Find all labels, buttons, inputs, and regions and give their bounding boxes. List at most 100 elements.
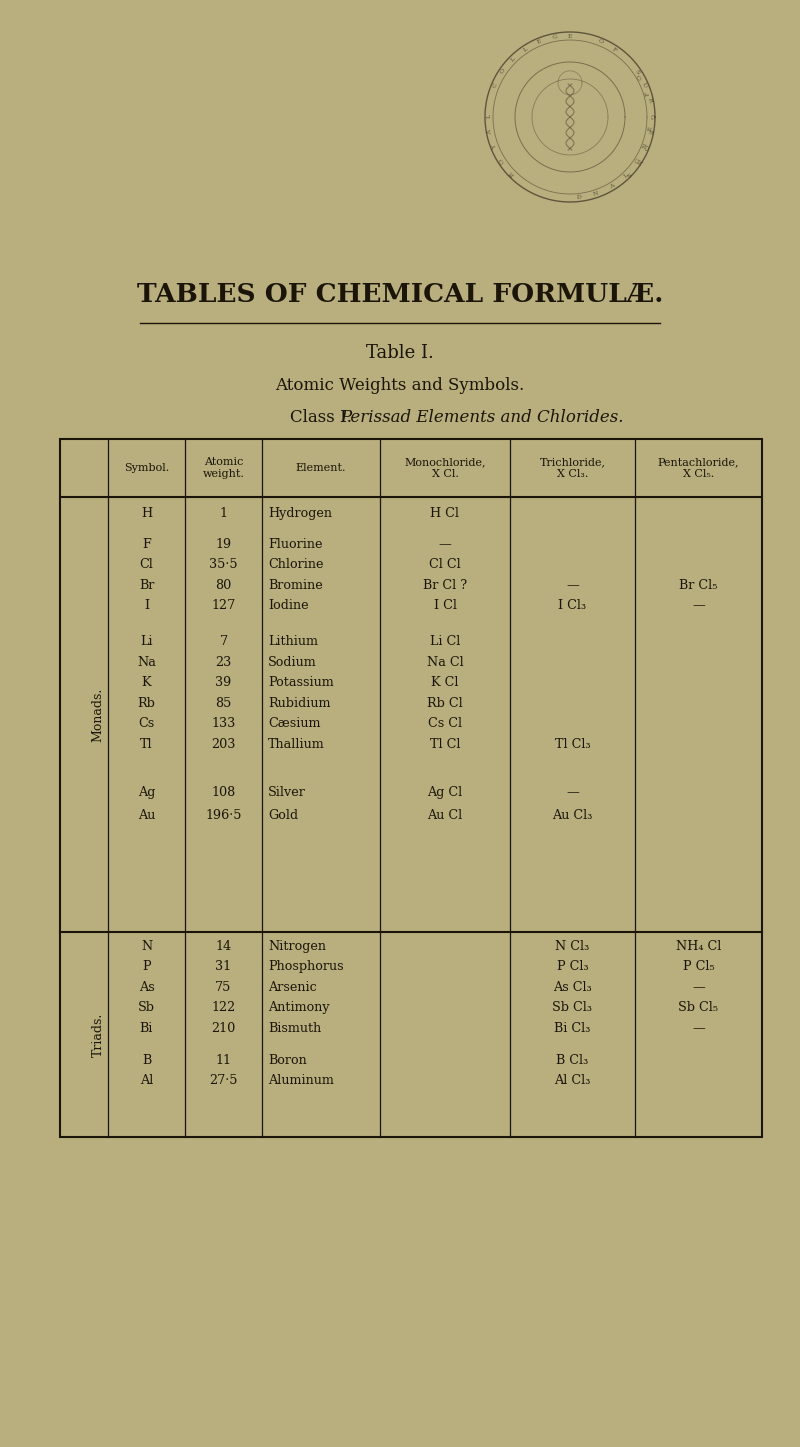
Text: Rb Cl: Rb Cl — [427, 696, 463, 709]
Text: S: S — [634, 68, 640, 75]
Text: Thallium: Thallium — [268, 738, 325, 751]
Text: C: C — [492, 82, 498, 88]
Text: 11: 11 — [215, 1053, 231, 1066]
Text: B: B — [142, 1053, 151, 1066]
Text: Monads.: Monads. — [91, 687, 105, 742]
Text: Fluorine: Fluorine — [268, 538, 322, 551]
Text: Atomic Weights and Symbols.: Atomic Weights and Symbols. — [275, 376, 525, 394]
Text: 19: 19 — [215, 538, 231, 551]
Text: L: L — [522, 46, 529, 52]
Text: Table I.: Table I. — [366, 344, 434, 362]
Bar — [60, 438, 762, 1137]
Text: Li: Li — [140, 635, 153, 648]
Text: O: O — [598, 39, 604, 45]
Text: Au Cl: Au Cl — [427, 809, 462, 822]
Text: R: R — [508, 169, 515, 177]
Text: Bromine: Bromine — [268, 579, 322, 592]
Text: R: R — [646, 97, 652, 103]
Text: H Cl: H Cl — [430, 506, 459, 519]
Text: A: A — [609, 182, 615, 190]
Text: I Cl: I Cl — [434, 599, 457, 612]
Text: Element.: Element. — [296, 463, 346, 473]
Text: TABLES OF CHEMICAL FORMULÆ.: TABLES OF CHEMICAL FORMULÆ. — [137, 282, 663, 308]
Text: Arsenic: Arsenic — [268, 981, 317, 994]
Text: Na: Na — [137, 655, 156, 669]
Text: Bismuth: Bismuth — [268, 1022, 322, 1035]
Text: N: N — [593, 191, 599, 197]
Text: E: E — [536, 39, 542, 45]
Text: Iodine: Iodine — [268, 599, 309, 612]
Text: Na Cl: Na Cl — [426, 655, 463, 669]
Text: Br: Br — [139, 579, 154, 592]
Text: G: G — [649, 113, 654, 119]
Text: L: L — [486, 114, 491, 119]
Text: Ag: Ag — [138, 786, 155, 799]
Text: Al: Al — [140, 1074, 153, 1087]
Text: Sb Cl₃: Sb Cl₃ — [553, 1001, 593, 1014]
Text: —: — — [692, 599, 705, 612]
Text: Triads.: Triads. — [91, 1013, 105, 1056]
Text: —: — — [566, 786, 579, 799]
Text: Tl Cl: Tl Cl — [430, 738, 460, 751]
Text: E: E — [646, 129, 653, 135]
Text: F: F — [645, 90, 650, 96]
Text: Cs Cl: Cs Cl — [428, 718, 462, 731]
Text: O: O — [637, 74, 644, 81]
Text: K: K — [142, 676, 151, 689]
Text: N: N — [642, 142, 649, 149]
Text: Cs: Cs — [138, 718, 154, 731]
Text: F: F — [142, 538, 151, 551]
Text: 127: 127 — [211, 599, 236, 612]
Text: Potassium: Potassium — [268, 676, 334, 689]
Text: N: N — [634, 158, 642, 165]
Text: I Cl₃: I Cl₃ — [558, 599, 586, 612]
Text: 14: 14 — [215, 939, 231, 952]
Text: Sb Cl₅: Sb Cl₅ — [678, 1001, 718, 1014]
Text: 31: 31 — [215, 961, 231, 974]
Text: Li Cl: Li Cl — [430, 635, 460, 648]
Text: 75: 75 — [215, 981, 232, 994]
Text: Au Cl₃: Au Cl₃ — [552, 809, 593, 822]
Text: 39: 39 — [215, 676, 232, 689]
Text: —: — — [566, 579, 579, 592]
Text: S: S — [625, 169, 632, 177]
Text: Au: Au — [138, 809, 155, 822]
Text: L: L — [510, 56, 516, 62]
Text: Sodium: Sodium — [268, 655, 317, 669]
Text: G: G — [634, 158, 641, 165]
Text: P Cl₃: P Cl₃ — [557, 961, 588, 974]
Text: B Cl₃: B Cl₃ — [556, 1053, 589, 1066]
Text: Bi Cl₃: Bi Cl₃ — [554, 1022, 590, 1035]
Text: E: E — [647, 126, 653, 132]
Text: P: P — [142, 961, 151, 974]
Text: Hydrogen: Hydrogen — [268, 506, 332, 519]
Text: Nitrogen: Nitrogen — [268, 939, 326, 952]
Text: 133: 133 — [211, 718, 236, 731]
Text: Tl: Tl — [140, 738, 153, 751]
Text: Chlorine: Chlorine — [268, 559, 323, 572]
Text: 27·5: 27·5 — [210, 1074, 238, 1087]
Text: L: L — [623, 172, 630, 178]
Text: 1: 1 — [219, 506, 227, 519]
Text: As Cl₃: As Cl₃ — [553, 981, 592, 994]
Text: 203: 203 — [211, 738, 236, 751]
Text: 85: 85 — [215, 696, 232, 709]
Text: G: G — [551, 35, 558, 41]
Text: 7: 7 — [219, 635, 227, 648]
Text: —: — — [438, 538, 451, 551]
Text: 108: 108 — [211, 786, 236, 799]
Text: Br Cl₅: Br Cl₅ — [679, 579, 718, 592]
Text: Lithium: Lithium — [268, 635, 318, 648]
Text: Rb: Rb — [138, 696, 155, 709]
Text: Monochloride,
X Cl.: Monochloride, X Cl. — [404, 457, 486, 479]
Text: U: U — [642, 82, 648, 88]
Text: Silver: Silver — [268, 786, 306, 799]
Text: Pentachloride,
X Cl₅.: Pentachloride, X Cl₅. — [658, 457, 739, 479]
Text: Perissad Elements and Chlorides.: Perissad Elements and Chlorides. — [340, 408, 623, 425]
Text: NH₄ Cl: NH₄ Cl — [676, 939, 721, 952]
Text: As: As — [138, 981, 154, 994]
Text: I: I — [144, 599, 149, 612]
Text: H: H — [141, 506, 152, 519]
Text: 196·5: 196·5 — [206, 809, 242, 822]
Text: Ag Cl: Ag Cl — [427, 786, 462, 799]
